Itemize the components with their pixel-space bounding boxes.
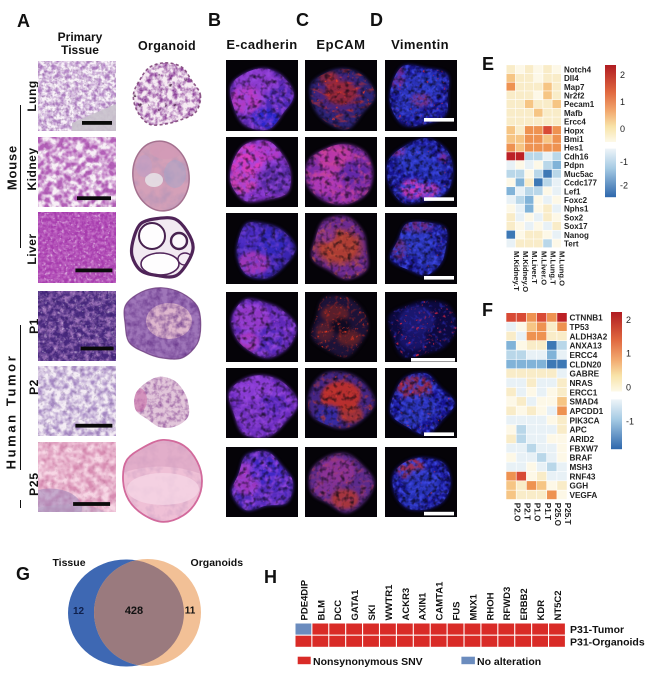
svg-text:-2: -2 [620, 181, 628, 191]
svg-text:CLDN20: CLDN20 [570, 360, 602, 369]
svg-text:No alteration: No alteration [477, 656, 541, 668]
svg-text:P1.T: P1.T [543, 503, 552, 520]
svg-text:TP53: TP53 [570, 323, 590, 332]
svg-text:ERCC1: ERCC1 [570, 388, 598, 397]
svg-text:Nonsynonymous SNV: Nonsynonymous SNV [313, 656, 423, 668]
svg-text:RNF43: RNF43 [570, 472, 596, 481]
svg-text:GABRE: GABRE [570, 370, 600, 379]
svg-text:BLM: BLM [316, 600, 327, 621]
svg-text:P1.O: P1.O [533, 503, 542, 522]
svg-text:Pdpn: Pdpn [564, 161, 584, 170]
svg-text:MSH3: MSH3 [570, 463, 593, 472]
svg-text:FBXW7: FBXW7 [570, 444, 599, 453]
svg-text:Tert: Tert [564, 240, 579, 249]
svg-text:SMAD4: SMAD4 [570, 398, 599, 407]
svg-text:Ccdc177: Ccdc177 [564, 179, 597, 188]
svg-text:PIK3CA: PIK3CA [570, 416, 600, 425]
svg-text:Pecam1: Pecam1 [564, 100, 595, 109]
svg-text:APCDD1: APCDD1 [570, 407, 604, 416]
svg-text:Sox2: Sox2 [564, 213, 584, 222]
svg-text:-1: -1 [620, 157, 628, 167]
svg-text:M.Lung.T: M.Lung.T [549, 251, 558, 285]
svg-text:CAMTA1: CAMTA1 [435, 581, 446, 621]
svg-text:VEGFA: VEGFA [570, 491, 598, 500]
svg-text:SKI: SKI [367, 605, 378, 621]
svg-text:Nr2f2: Nr2f2 [564, 91, 585, 100]
svg-text:M.Liver.T: M.Liver.T [530, 251, 539, 284]
svg-text:GATA1: GATA1 [350, 589, 361, 621]
svg-text:PDE4DIP: PDE4DIP [299, 579, 310, 620]
svg-text:APC: APC [570, 426, 587, 435]
svg-text:Tissue: Tissue [52, 557, 85, 569]
svg-text:2: 2 [626, 315, 631, 325]
svg-text:0: 0 [620, 124, 625, 134]
svg-text:Cdh16: Cdh16 [564, 152, 589, 161]
svg-text:P31-Tumor: P31-Tumor [570, 624, 624, 636]
svg-text:BRAF: BRAF [570, 454, 593, 463]
svg-text:Muc5ac: Muc5ac [564, 170, 594, 179]
svg-text:Nphs1: Nphs1 [564, 205, 589, 214]
svg-text:Notch4: Notch4 [564, 65, 592, 74]
svg-text:WWTR1: WWTR1 [384, 584, 395, 621]
svg-text:Nanog: Nanog [564, 231, 589, 240]
svg-text:2: 2 [620, 70, 625, 80]
svg-text:Dll4: Dll4 [564, 74, 579, 83]
svg-text:M.Kidney.O: M.Kidney.O [521, 251, 530, 292]
svg-text:P2.T: P2.T [523, 503, 532, 520]
svg-text:Ercc4: Ercc4 [564, 118, 586, 127]
svg-text:Bmi1: Bmi1 [564, 135, 584, 144]
svg-text:ARID2: ARID2 [570, 435, 595, 444]
svg-text:Foxc2: Foxc2 [564, 196, 588, 205]
svg-text:CTNNB1: CTNNB1 [570, 314, 604, 323]
svg-text:Mafb: Mafb [564, 109, 583, 118]
svg-text:M.Lung.O: M.Lung.O [558, 251, 567, 286]
svg-text:0: 0 [626, 383, 631, 393]
svg-text:MNX1: MNX1 [468, 593, 479, 620]
svg-text:428: 428 [125, 605, 143, 617]
svg-text:Lef1: Lef1 [564, 187, 581, 196]
svg-text:P25.O: P25.O [553, 503, 562, 527]
svg-text:NT5C2: NT5C2 [553, 590, 564, 620]
svg-text:Sox17: Sox17 [564, 222, 588, 231]
svg-text:GGH: GGH [570, 482, 589, 491]
svg-text:12: 12 [73, 606, 85, 617]
svg-text:AXIN1: AXIN1 [418, 592, 429, 621]
svg-text:KDR: KDR [536, 600, 547, 621]
svg-text:ANXA13: ANXA13 [570, 342, 603, 351]
svg-text:M.Liver.O: M.Liver.O [539, 251, 548, 285]
svg-text:-1: -1 [626, 416, 634, 426]
svg-text:ERCC4: ERCC4 [570, 351, 598, 360]
svg-text:Hes1: Hes1 [564, 144, 584, 153]
svg-text:DCC: DCC [333, 600, 344, 621]
svg-text:NRAS: NRAS [570, 379, 594, 388]
svg-text:Organoids: Organoids [191, 557, 244, 569]
svg-text:P25.T: P25.T [563, 503, 572, 525]
svg-text:Hopx: Hopx [564, 126, 585, 135]
svg-text:Map7: Map7 [564, 83, 585, 92]
svg-text:ERBB2: ERBB2 [519, 588, 530, 620]
svg-text:RFWD3: RFWD3 [502, 587, 513, 621]
svg-text:P2.O: P2.O [512, 503, 521, 522]
svg-text:M.Kidney.T: M.Kidney.T [512, 251, 521, 291]
svg-text:P31-Organoids: P31-Organoids [570, 636, 645, 648]
svg-text:11: 11 [185, 606, 196, 617]
svg-text:1: 1 [626, 349, 631, 359]
svg-text:FUS: FUS [452, 602, 463, 621]
svg-text:1: 1 [620, 97, 625, 107]
svg-text:ACKR3: ACKR3 [401, 588, 412, 621]
svg-text:ALDH3A2: ALDH3A2 [570, 332, 608, 341]
svg-text:RHOH: RHOH [485, 592, 496, 620]
